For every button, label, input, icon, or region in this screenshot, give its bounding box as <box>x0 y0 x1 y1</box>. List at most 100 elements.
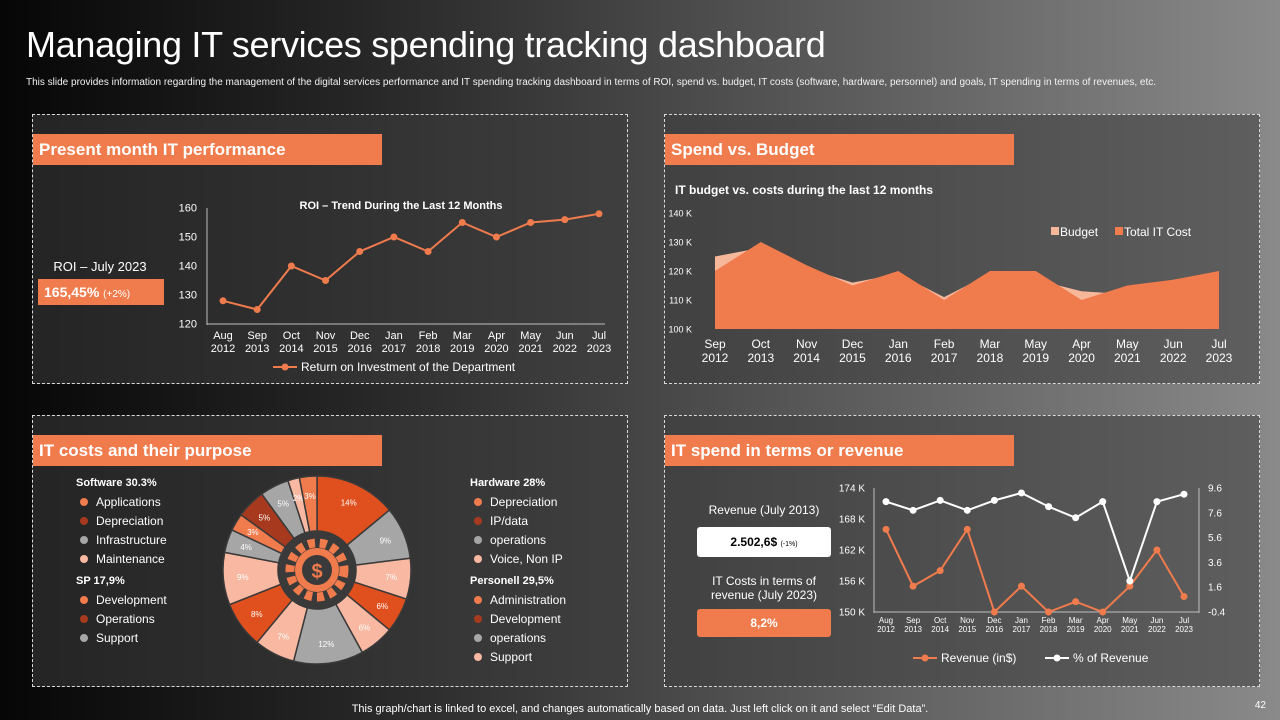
legend-item-label: Voice, Non IP <box>490 551 563 566</box>
revenue-kpi-box: 2.502,6$ (-1%) <box>697 527 831 557</box>
revenue-x-tick: 2016 <box>985 625 1003 634</box>
roi-x-tick: 2019 <box>450 343 474 355</box>
legend-budget-swatch <box>1051 227 1059 235</box>
budget-x-tick: Mar <box>980 337 1001 351</box>
legend-personell-title: Personell 29,5% <box>470 575 554 587</box>
legend-dot <box>474 554 482 563</box>
legend-total-it-cost-swatch <box>1115 227 1123 235</box>
budget-x-tick: Jan <box>889 337 908 351</box>
legend-item: Infrastructure <box>76 530 167 549</box>
revenue-data-point <box>990 608 998 616</box>
legend-dot <box>80 633 88 642</box>
roi-x-tick: Oct <box>283 330 300 342</box>
legend-item: operations <box>470 628 566 647</box>
roi-y-tick: 140 <box>179 261 197 273</box>
roi-data-point <box>322 277 330 284</box>
revenue-x-tick: Feb <box>1042 616 1056 625</box>
revenue-x-tick: Jun <box>1150 616 1163 625</box>
revenue-chart: 174 K 168 K 162 K 156 K 150 K 9.6 7.6 5.6 3.6 1.… <box>839 484 1226 666</box>
revenue-y-tick-left: 174 K <box>839 484 865 495</box>
panel-header-spend-vs-budget: Spend vs. Budget <box>665 134 1014 165</box>
pct-revenue-data-point <box>909 506 917 514</box>
legend-dot <box>80 554 88 563</box>
page-title: Managing IT services spending tracking d… <box>26 24 826 65</box>
legend-dot <box>474 633 482 642</box>
revenue-kpi-label: Revenue (July 2013) <box>708 503 820 517</box>
roi-data-point <box>595 210 603 218</box>
legend-revenue-marker <box>921 654 929 662</box>
legend-item: IP/data <box>470 511 563 530</box>
budget-x-tick: 2022 <box>1160 351 1187 365</box>
legend-item-label: Depreciation <box>96 513 164 528</box>
roi-y-tick: 120 <box>179 319 197 331</box>
roi-x-tick: Jul <box>592 330 606 342</box>
revenue-x-tick: 2019 <box>1067 625 1085 634</box>
legend-item: Voice, Non IP <box>470 549 563 568</box>
budget-x-tick: 2018 <box>977 351 1004 365</box>
it-costs-kpi-label-line1: IT Costs in terms of <box>712 574 816 588</box>
budget-x-tick: 2013 <box>747 351 774 365</box>
revenue-x-tick: Apr <box>1097 616 1110 625</box>
legend-item: Administration <box>470 590 566 609</box>
budget-x-tick: Dec <box>842 337 863 351</box>
legend-sp: SP 17,9% Development Operations Support <box>76 575 167 647</box>
roi-x-tick: Dec <box>350 330 370 342</box>
budget-x-tick: 2021 <box>1114 351 1141 365</box>
roi-x-tick: 2021 <box>518 343 542 355</box>
legend-dot <box>80 535 88 544</box>
legend-item: Support <box>76 628 167 647</box>
pct-revenue-data-point <box>882 498 890 506</box>
roi-x-tick: May <box>520 330 541 342</box>
budget-x-tick: 2023 <box>1206 351 1233 365</box>
it-costs-kpi-label-line2: revenue (July 2023) <box>710 588 818 602</box>
footer-note: This graph/chart is linked to excel, and… <box>351 703 929 715</box>
budget-x-tick: Nov <box>796 337 817 351</box>
budget-x-tick: 2016 <box>885 351 912 365</box>
page-subtitle: This slide provides information regardin… <box>26 77 1157 88</box>
roi-series-line <box>222 212 600 311</box>
roi-data-point <box>561 216 569 224</box>
legend-pct-label: % of Revenue <box>1073 651 1149 665</box>
roi-chart: ROI – Trend During the Last 12 Months 16… <box>179 200 612 374</box>
roi-x-tick: 2023 <box>587 343 611 355</box>
legend-dot <box>80 497 88 506</box>
roi-x-tick: 2016 <box>347 343 371 355</box>
revenue-x-tick: 2014 <box>931 625 949 634</box>
roi-kpi-value: 165,45% <box>44 284 100 300</box>
budget-y-tick: 130 K <box>668 238 692 248</box>
revenue-data-point <box>882 525 890 533</box>
donut-slice-label: 5% <box>277 500 289 509</box>
legend-item-label: Depreciation <box>490 494 558 509</box>
revenue-x-tick: Dec <box>987 616 1001 625</box>
legend-item: operations <box>470 530 563 549</box>
legend-item-label: Development <box>96 592 167 607</box>
budget-y-tick: 110 K <box>669 296 692 306</box>
panel-it-performance: Present month IT performance ROI – July … <box>32 114 628 384</box>
budget-y-tick: 120 K <box>668 267 692 277</box>
roi-x-tick: 2022 <box>553 343 577 355</box>
budget-x-tick: 2015 <box>839 351 866 365</box>
legend-software: Software 30.3% Applications Depreciation… <box>76 477 167 568</box>
roi-data-point <box>390 233 398 241</box>
roi-data-point <box>458 219 466 226</box>
roi-y-tick: 130 <box>179 290 197 302</box>
total-it-cost-area <box>715 242 1219 329</box>
donut-slice-label: 3% <box>247 528 259 537</box>
roi-y-tick: 150 <box>179 232 197 244</box>
legend-dot <box>80 595 88 604</box>
revenue-y-tick-right: -0.4 <box>1208 608 1226 619</box>
budget-chart-title: IT budget vs. costs during the last 12 m… <box>675 183 933 197</box>
legend-dot <box>474 595 482 604</box>
revenue-x-tick: Aug <box>879 616 893 625</box>
roi-kpi-box: 165,45% (+2%) <box>38 279 164 305</box>
legend-dot <box>474 535 482 544</box>
pct-revenue-data-point <box>1153 498 1161 506</box>
revenue-x-tick: 2013 <box>904 625 922 634</box>
legend-dot <box>80 614 88 623</box>
roi-data-point <box>356 248 364 255</box>
revenue-y-tick-left: 168 K <box>839 515 865 526</box>
roi-data-point <box>527 219 535 226</box>
donut-slice-label: 6% <box>377 602 389 611</box>
roi-legend-label: Return on Investment of the Department <box>301 360 516 374</box>
legend-item-label: Operations <box>96 611 155 626</box>
